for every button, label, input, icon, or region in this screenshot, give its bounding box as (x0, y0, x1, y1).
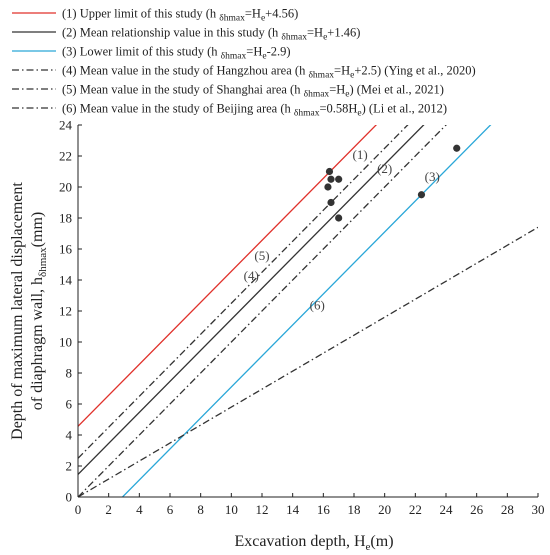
x-tick-label: 10 (225, 502, 238, 517)
data-point-3 (327, 175, 335, 183)
data-point-6 (335, 214, 343, 222)
y-tick-label: 4 (66, 428, 73, 443)
legend-entry-1: (1) Upper limit of this study (h δhmax=H… (62, 7, 298, 24)
x-tick-label: 22 (409, 502, 422, 517)
x-tick-label: 6 (167, 502, 174, 517)
y-tick-label: 14 (59, 273, 73, 288)
x-tick-label: 12 (256, 502, 269, 517)
curve-label-1: (1) (353, 147, 368, 162)
plot-area: (1) (2) (3) (4) (5) (6) (78, 125, 538, 497)
x-tick-label: 28 (501, 502, 514, 517)
y-axis-title-line1: Depth of maximum lateral displacement (9, 182, 26, 440)
curve-label-2: (2) (377, 161, 392, 176)
data-point-2 (325, 167, 334, 176)
curve-label-5: (5) (254, 248, 269, 263)
x-tick-label: 30 (532, 502, 545, 517)
x-tick-label: 20 (378, 502, 391, 517)
y-tick-label: 16 (59, 242, 73, 257)
y-axis-title-line2: of diaphragm wall, hδhmax(mm) (29, 212, 49, 410)
legend-entry-5: (5) Mean value in the study of Shanghai … (62, 83, 444, 100)
legend-entry-4: (4) Mean value in the study of Hangzhou … (62, 64, 476, 81)
axis-titles: Excavation depth, He(m) Depth of maximum… (9, 182, 394, 553)
y-tick-label: 6 (66, 397, 73, 412)
x-tick-label: 18 (348, 502, 361, 517)
x-tick-label: 0 (75, 502, 82, 517)
y-tick-label: 22 (59, 149, 72, 164)
legend-entry-2: (2) Mean relationship value in this stud… (62, 26, 360, 43)
x-tick-label: 26 (470, 502, 484, 517)
y-tick-label: 0 (66, 490, 73, 505)
x-tick-label: 16 (317, 502, 331, 517)
x-tick-label: 8 (197, 502, 204, 517)
data-point-8 (453, 144, 461, 152)
data-point-4 (335, 175, 343, 183)
y-tick-label: 24 (59, 118, 73, 133)
x-tick-label: 2 (105, 502, 112, 517)
data-point-1 (324, 183, 332, 191)
ticks: 0 2 4 6 8 10 12 14 16 18 20 22 24 26 28 300246810121416… (59, 118, 545, 518)
y-tick-label: 10 (59, 335, 72, 350)
legend: (1) Upper limit of this study (h δhmax=H… (12, 7, 476, 119)
y-tick-label: 8 (66, 366, 73, 381)
x-tick-label: 24 (440, 502, 454, 517)
data-point-7 (417, 191, 426, 199)
legend-entry-3: (3) Lower limit of this study (h δhmax=H… (62, 45, 291, 62)
data-point-5 (327, 198, 335, 207)
curve-label-4: (4) (244, 268, 259, 283)
legend-entry-6: (6) Mean value in the study of Beijing a… (62, 102, 447, 119)
y-tick-label: 18 (59, 211, 72, 226)
x-axis-title: Excavation depth, He(m) (234, 533, 393, 553)
y-tick-label: 12 (59, 304, 72, 319)
series-line-1 (78, 125, 377, 427)
x-tick-label: 14 (286, 502, 300, 517)
series-line-3 (121, 125, 492, 497)
axes (77, 125, 538, 498)
series-line-2 (78, 125, 425, 475)
y-tick-label: 2 (66, 459, 73, 474)
y-tick-label: 20 (59, 180, 72, 195)
curve-label-3: (3) (425, 169, 440, 184)
series-line-6 (78, 226, 538, 497)
x-tick-label: 4 (136, 502, 143, 517)
curve-label-6: (6) (310, 297, 325, 312)
